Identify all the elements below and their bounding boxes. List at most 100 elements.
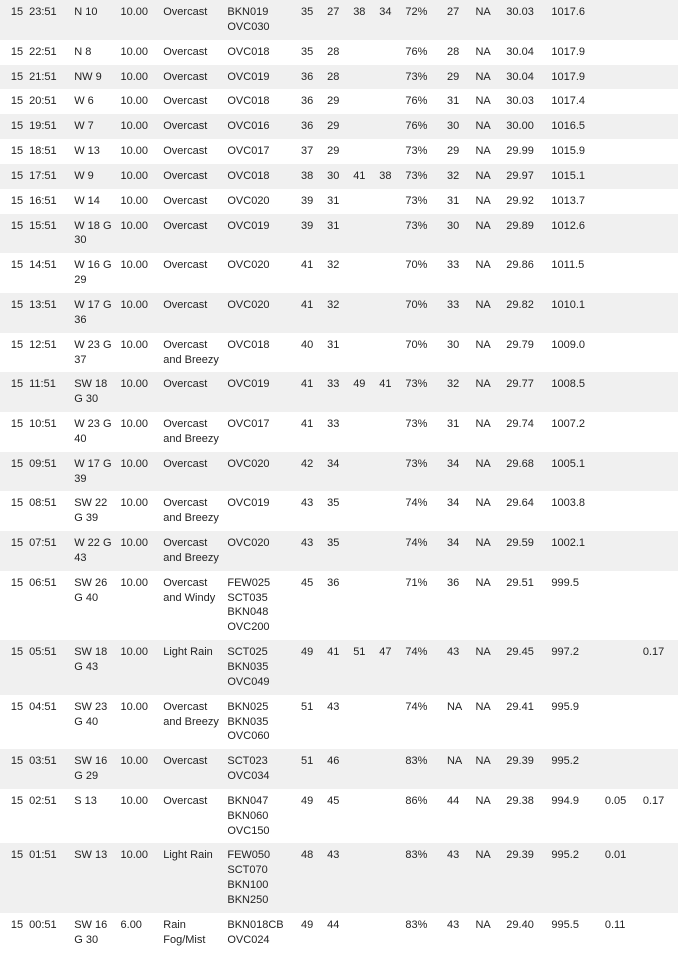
- cell-vis: 10.00: [118, 531, 161, 571]
- cell-sky: SCT023OVC034: [224, 749, 298, 789]
- cell-alt: 29.92: [503, 189, 548, 214]
- cell-vis: 10.00: [118, 293, 161, 333]
- cell-wind: SW 16 G 30: [71, 913, 117, 953]
- cell-t: 41: [298, 372, 324, 412]
- cell-c5: 29: [444, 139, 472, 164]
- cell-vis: 10.00: [118, 843, 161, 912]
- cell-wind: SW 18 G 30: [71, 372, 117, 412]
- table-row: 1518:51W 1310.00OvercastOVC017372973%29N…: [0, 139, 678, 164]
- cell-time: 08:51: [26, 491, 71, 531]
- cell-wind: SW 13: [71, 843, 117, 912]
- cell-cond: Overcast and Breezy: [160, 333, 224, 373]
- table-row: 1522:51N 810.00OvercastOVC018352876%28NA…: [0, 40, 678, 65]
- cell-p2: [640, 695, 678, 750]
- cell-sky: BKN018CBOVC024: [224, 913, 298, 953]
- cell-rh: 83%: [402, 913, 444, 953]
- cell-p1: [602, 640, 640, 695]
- cell-c4: [376, 40, 402, 65]
- cell-p2: [640, 164, 678, 189]
- cell-c3: [350, 571, 376, 640]
- cell-dp: 29: [324, 114, 350, 139]
- cell-t: 51: [298, 749, 324, 789]
- cell-day: 15: [0, 640, 26, 695]
- cell-c4: [376, 65, 402, 90]
- cell-rh: 70%: [402, 333, 444, 373]
- cell-c5: 28: [444, 40, 472, 65]
- cell-rh: 76%: [402, 114, 444, 139]
- cell-day: 15: [0, 531, 26, 571]
- cell-slp: 1012.6: [548, 214, 601, 254]
- table-row: 1515:51W 18 G 3010.00OvercastOVC01939317…: [0, 214, 678, 254]
- cell-sky: OVC017: [224, 412, 298, 452]
- cell-sky: BKN025BKN035OVC060: [224, 695, 298, 750]
- cell-alt: 29.97: [503, 164, 548, 189]
- cell-t: 45: [298, 571, 324, 640]
- cell-day: 15: [0, 843, 26, 912]
- cell-p1: [602, 253, 640, 293]
- cell-c3: [350, 139, 376, 164]
- cell-c4: [376, 139, 402, 164]
- cell-p1: [602, 333, 640, 373]
- cell-alt: 29.77: [503, 372, 548, 412]
- cell-c6: NA: [472, 452, 503, 492]
- cell-p1: [602, 571, 640, 640]
- cell-day: 15: [0, 139, 26, 164]
- cell-slp: 1007.2: [548, 412, 601, 452]
- table-row: 1512:51W 23 G 3710.00Overcast and Breezy…: [0, 333, 678, 373]
- cell-alt: 29.89: [503, 214, 548, 254]
- cell-day: 15: [0, 789, 26, 844]
- cell-sky: OVC017: [224, 139, 298, 164]
- table-row: 1504:51SW 23 G 4010.00Overcast and Breez…: [0, 695, 678, 750]
- cell-dp: 35: [324, 491, 350, 531]
- cell-p2: [640, 372, 678, 412]
- cell-day: 15: [0, 491, 26, 531]
- cell-p2: [640, 491, 678, 531]
- cell-p2: [640, 139, 678, 164]
- cell-cond: Overcast: [160, 372, 224, 412]
- cell-c4: [376, 789, 402, 844]
- cell-c5: 31: [444, 412, 472, 452]
- table-row: 1514:51W 16 G 2910.00OvercastOVC02041327…: [0, 253, 678, 293]
- cell-p2: [640, 0, 678, 40]
- cell-c3: 51: [350, 640, 376, 695]
- cell-c5: 29: [444, 65, 472, 90]
- cell-c6: NA: [472, 293, 503, 333]
- cell-cond: Overcast: [160, 0, 224, 40]
- cell-p2: [640, 214, 678, 254]
- cell-t: 36: [298, 114, 324, 139]
- cell-wind: S 13: [71, 789, 117, 844]
- cell-c6: NA: [472, 333, 503, 373]
- cell-p2: [640, 40, 678, 65]
- cell-dp: 28: [324, 40, 350, 65]
- cell-c4: [376, 913, 402, 953]
- cell-wind: N 8: [71, 40, 117, 65]
- cell-rh: 76%: [402, 89, 444, 114]
- cell-cond: Overcast: [160, 89, 224, 114]
- cell-sky: FEW025SCT035BKN048OVC200: [224, 571, 298, 640]
- cell-p2: [640, 253, 678, 293]
- cell-p1: 0.01: [602, 843, 640, 912]
- cell-time: 19:51: [26, 114, 71, 139]
- cell-c4: [376, 189, 402, 214]
- cell-c4: 38: [376, 164, 402, 189]
- cell-vis: 10.00: [118, 491, 161, 531]
- cell-p2: 0.17: [640, 640, 678, 695]
- cell-c6: NA: [472, 372, 503, 412]
- cell-day: 15: [0, 189, 26, 214]
- cell-dp: 31: [324, 214, 350, 254]
- cell-time: 23:51: [26, 0, 71, 40]
- cell-day: 15: [0, 214, 26, 254]
- cell-c4: [376, 114, 402, 139]
- cell-sky: BKN019OVC030: [224, 0, 298, 40]
- cell-slp: 1013.7: [548, 189, 601, 214]
- cell-t: 40: [298, 333, 324, 373]
- cell-dp: 33: [324, 372, 350, 412]
- cell-p2: [640, 571, 678, 640]
- cell-cond: Overcast: [160, 749, 224, 789]
- cell-wind: W 23 G 40: [71, 412, 117, 452]
- cell-p2: [640, 189, 678, 214]
- table-row: 1519:51W 710.00OvercastOVC016362976%30NA…: [0, 114, 678, 139]
- cell-c6: NA: [472, 40, 503, 65]
- cell-day: 15: [0, 452, 26, 492]
- cell-t: 43: [298, 491, 324, 531]
